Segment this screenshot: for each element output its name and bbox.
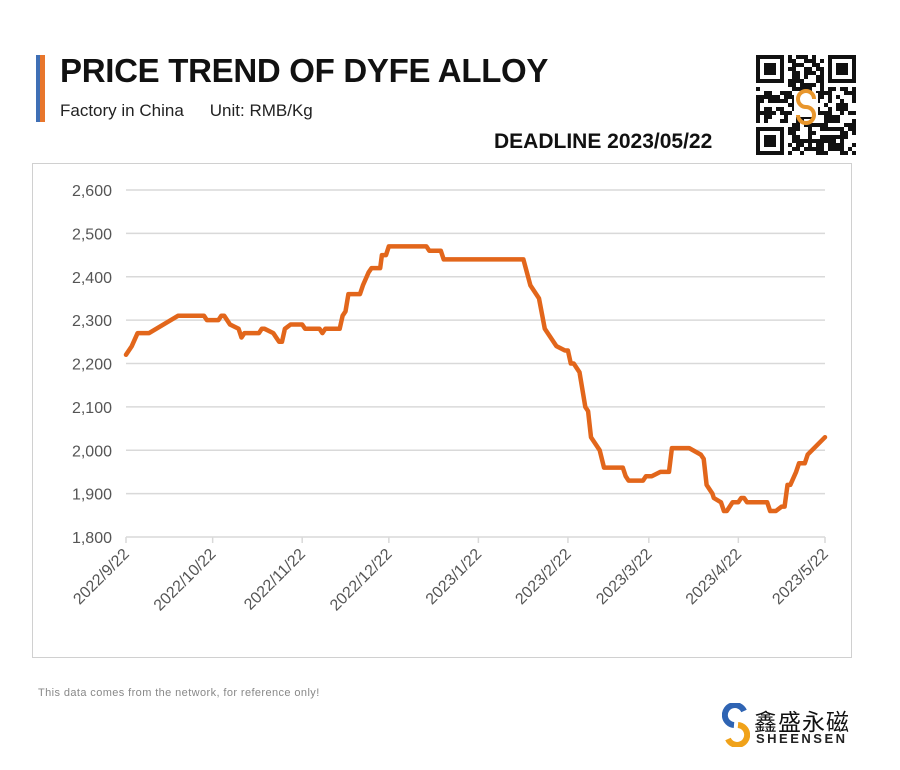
x-tick-label: 2022/9/22 [70,546,132,608]
x-tick-label: 2023/5/22 [769,546,831,608]
chart-title: PRICE TREND OF DYFE ALLOY [60,52,549,89]
unit-label: Unit: RMB/Kg [209,101,313,120]
x-tick-label: 2023/1/22 [423,546,485,608]
x-tick-label: 2023/3/22 [593,546,655,608]
y-tick-label: 2,200 [72,357,112,374]
price-line-dyfe-alloy [123,244,828,514]
qr-code-icon [756,55,856,155]
subtitle: Factory in China Unit: RMB/Kg [60,101,339,121]
disclaimer: This data comes from the network, for re… [38,687,320,699]
y-tick-label: 1,900 [72,487,112,504]
title-accent-bar [36,55,45,122]
x-tick-label: 2023/4/22 [683,546,745,608]
brand-logo: 鑫盛永磁 SHEENSEN [722,703,862,748]
y-tick-label: 1,800 [72,530,112,547]
y-tick-label: 2,600 [72,183,112,200]
x-tick-label: 2022/12/22 [327,546,396,615]
y-tick-label: 2,400 [72,270,112,287]
y-tick-label: 2,000 [72,443,112,460]
x-tick-label: 2022/11/22 [241,546,309,614]
logo-chinese-text: 鑫盛永磁 [754,709,850,735]
x-tick-label: 2022/10/22 [151,546,220,615]
factory-label: Factory in China [60,101,184,120]
deadline-label: DEADLINE 2023/05/22 [494,130,713,153]
logo-s-icon [722,703,750,747]
chart-area: 1,800 1,900 2,000 2,100 2,200 2,300 2,400 2,500… [32,163,852,658]
y-tick-label: 2,100 [72,400,112,417]
logo-english-text: SHEENSEN [756,731,848,746]
y-tick-label: 2,300 [72,313,112,330]
line-chart: 1,800 1,900 2,000 2,100 2,200 2,300 2,400 2,500… [70,183,831,615]
y-tick-label: 2,500 [72,226,112,243]
x-tick-label: 2023/2/22 [512,546,574,608]
